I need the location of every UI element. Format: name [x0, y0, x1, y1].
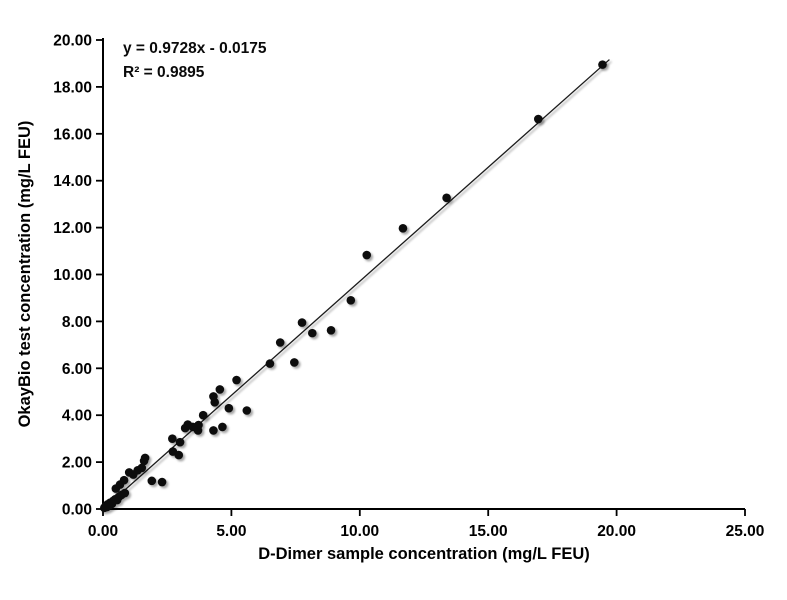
data-point	[598, 60, 607, 69]
trendline	[109, 59, 610, 504]
data-point	[137, 463, 147, 473]
data-point	[193, 426, 203, 435]
data-point	[232, 375, 241, 385]
r-squared-label: R² = 0.9895	[123, 64, 205, 81]
y-axis-title: OkayBio test concentration (mg/L FEU)	[16, 121, 34, 428]
data-point	[398, 224, 408, 233]
data-point	[119, 475, 129, 485]
x-tick-label: 10.00	[340, 523, 379, 540]
data-point	[147, 476, 157, 486]
y-tick-label: 2.00	[62, 455, 92, 472]
data-point	[346, 295, 356, 305]
data-point	[442, 193, 451, 203]
y-tick-label: 8.00	[62, 314, 92, 331]
data-point	[275, 338, 285, 347]
y-tick-label: 10.00	[53, 267, 92, 284]
data-point	[175, 437, 185, 447]
data-point	[265, 359, 275, 368]
data-point	[215, 385, 225, 394]
data-point	[307, 328, 317, 338]
data-point	[120, 488, 130, 498]
data-point	[157, 477, 167, 487]
data-point	[362, 250, 372, 260]
x-tick-label: 20.00	[597, 523, 636, 540]
y-tick-label: 20.00	[53, 33, 92, 50]
data-points	[99, 60, 607, 513]
data-point	[168, 434, 177, 443]
data-point	[242, 406, 252, 415]
plot-area: 0.00 2.00 4.00 6.00 8.00 10.00 12.00 14.00 16.00…	[53, 33, 764, 541]
y-tick-label: 0.00	[62, 502, 92, 519]
data-point	[224, 403, 234, 413]
y-tick-label: 14.00	[53, 173, 92, 190]
y-tick-label: 18.00	[53, 79, 92, 96]
y-tick-label: 12.00	[53, 220, 92, 237]
data-point	[297, 318, 307, 327]
data-point	[326, 326, 336, 335]
x-tick-label: 15.00	[469, 523, 508, 540]
trendline-equation-label: y = 0.9728x - 0.0175	[123, 40, 267, 57]
y-tick-label: 16.00	[53, 126, 92, 143]
data-point	[140, 453, 150, 463]
data-point	[209, 392, 218, 401]
data-point	[174, 450, 184, 460]
x-tick-label: 0.00	[88, 523, 118, 540]
data-point	[209, 426, 218, 435]
y-tick-label: 6.00	[62, 361, 92, 378]
x-axis-title: D-Dimer sample concentration (mg/L FEU)	[258, 545, 590, 563]
data-point	[198, 410, 208, 420]
x-tick-label: 5.00	[216, 523, 246, 540]
data-point	[533, 114, 543, 124]
x-tick-label: 25.00	[726, 523, 765, 540]
data-point	[290, 358, 299, 367]
y-tick-label: 4.00	[62, 408, 92, 425]
data-point	[218, 422, 227, 432]
